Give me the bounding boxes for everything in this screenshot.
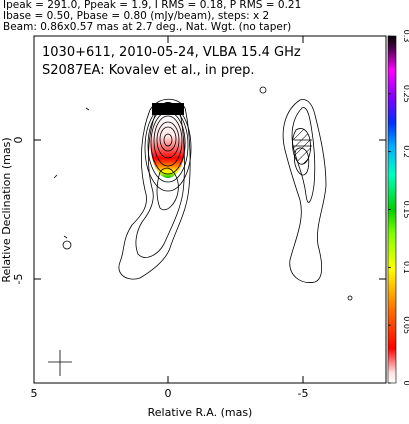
stats-line-beam: Beam: 0.86x0.57 mas at 2.7 deg., Nat. Wg… — [3, 21, 292, 33]
colorbar-tick-label: 0.3 — [402, 30, 409, 43]
y-axis-label: Relative Declination (mas) — [0, 137, 13, 282]
jet-contours — [53, 86, 353, 301]
colorbar-ticks: 0 0.05 0.1 0.15 0.2 0.25 0.3 — [388, 30, 409, 386]
core-black-peak — [152, 103, 184, 115]
x-axis-ticks — [33, 36, 304, 383]
x-tick-labels: 5 0 -5 — [31, 387, 309, 400]
colorbar-tick-label: 0.2 — [402, 145, 409, 158]
panel-title: 1030+611, 2010-05-24, VLBA 15.4 GHz — [42, 45, 301, 60]
y-tick-labels: 0 -5 — [12, 137, 25, 285]
colorbar-tick-label: 0.05 — [402, 316, 409, 334]
plot-frame — [33, 35, 387, 384]
core-emission-fill — [150, 102, 186, 178]
x-tick-label: 0 — [165, 387, 172, 400]
colorbar-tick-label: 0.25 — [402, 85, 409, 103]
colorbar-tick-label: 0 — [402, 380, 409, 385]
panel-reference: S2087EA: Kovalev et al., in prep. — [42, 63, 255, 78]
colorbar-tick-label: 0.1 — [402, 261, 409, 274]
colorbar-tick-label: 0.15 — [402, 201, 409, 219]
stats-line-base-steps: Ibase = 0.50, Pbase = 0.80 (mJy/beam), s… — [3, 10, 270, 22]
x-axis-label: Relative R.A. (mas) — [148, 406, 253, 419]
y-tick-label: -5 — [12, 274, 25, 285]
x-tick-label: -5 — [298, 387, 309, 400]
y-tick-label: 0 — [12, 137, 25, 144]
beam-marker — [48, 350, 72, 376]
x-tick-label: 5 — [31, 387, 38, 400]
stats-line-peak-rms: Ipeak = 291.0, Ppeak = 1.9, I RMS = 0.18… — [3, 0, 302, 11]
y-axis-ticks — [34, 139, 386, 280]
